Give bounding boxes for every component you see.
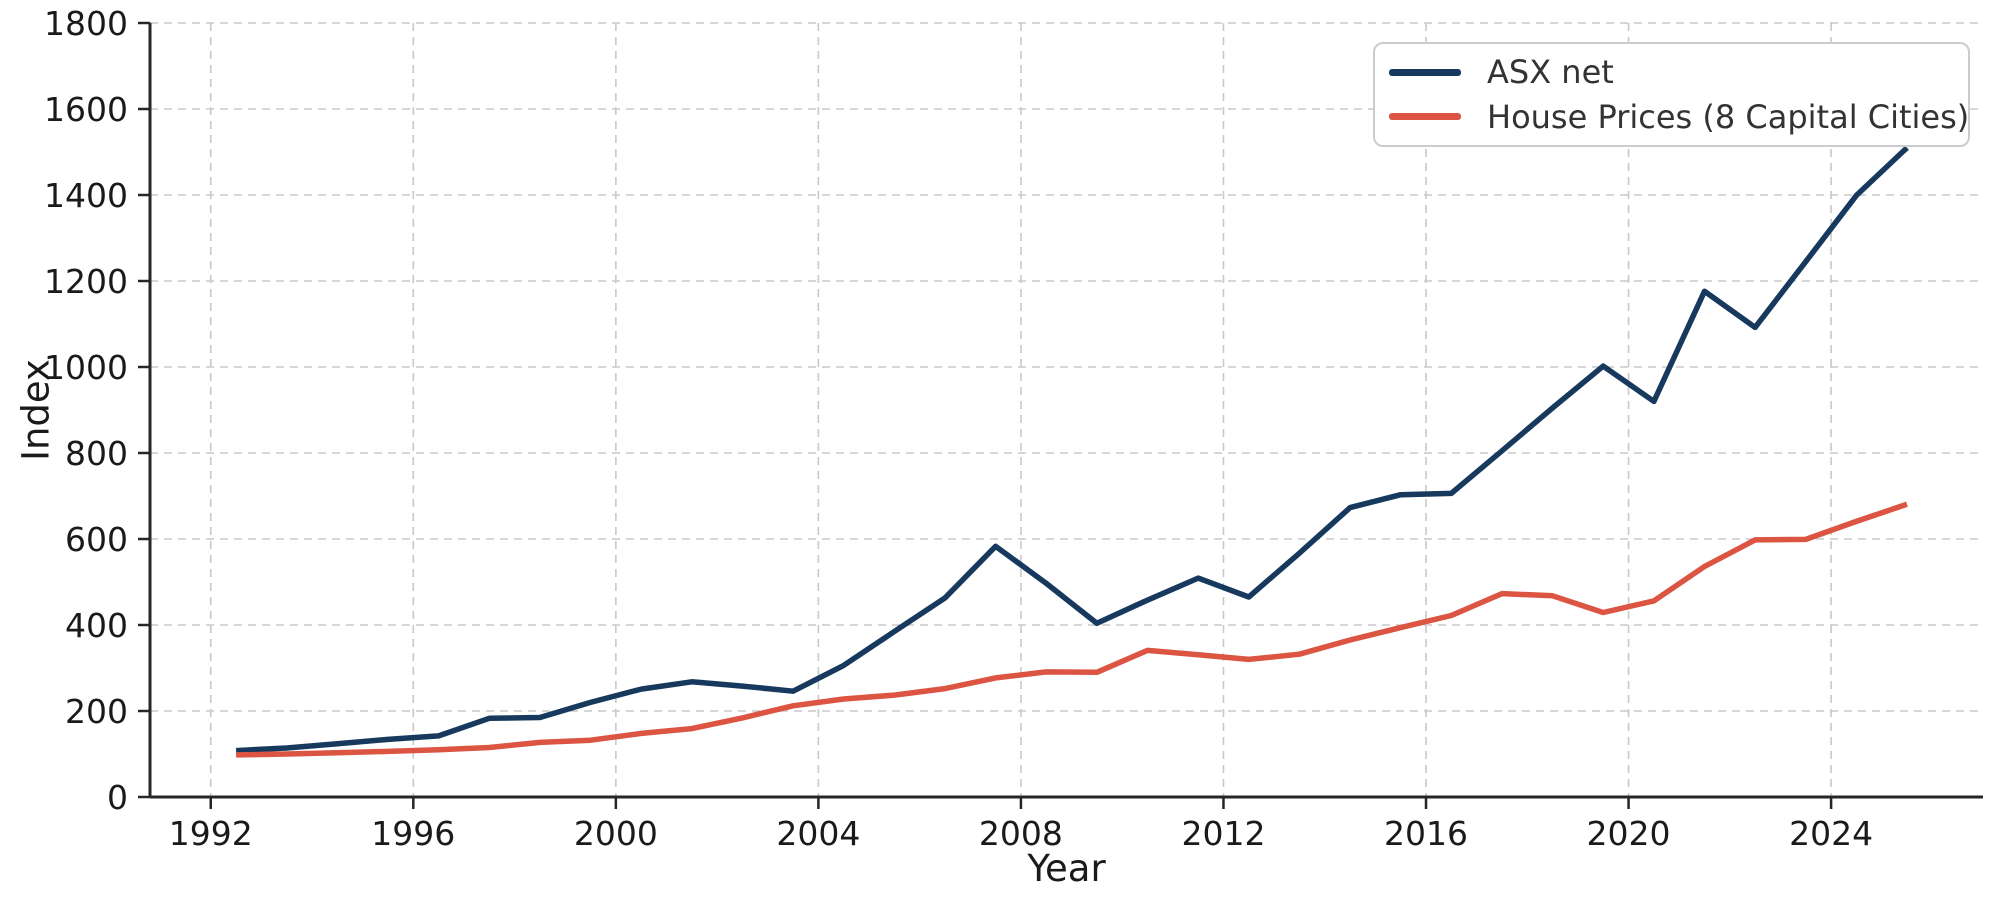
x-tick-label: 2008 bbox=[979, 814, 1063, 853]
legend-item-asx-net: ASX net bbox=[1389, 50, 1968, 94]
y-tick-label: 1200 bbox=[44, 262, 128, 301]
y-axis-title: Index bbox=[14, 359, 58, 461]
legend-label: House Prices (8 Capital Cities) bbox=[1487, 97, 1970, 136]
y-tick-label: 1400 bbox=[44, 176, 128, 215]
x-tick-label: 1996 bbox=[371, 814, 455, 853]
x-tick-label: 2020 bbox=[1587, 814, 1671, 853]
legend-item-house-prices: House Prices (8 Capital Cities) bbox=[1389, 95, 1970, 139]
house-prices-line-swatch bbox=[1389, 113, 1461, 121]
x-tick-label: 2012 bbox=[1181, 814, 1265, 853]
y-tick-label: 1600 bbox=[44, 90, 128, 129]
gridlines bbox=[150, 22, 1983, 798]
y-tick-label: 600 bbox=[65, 520, 128, 559]
x-axis-title: Year bbox=[1027, 847, 1106, 890]
y-tick-label: 800 bbox=[65, 434, 128, 473]
legend: ASX net House Prices (8 Capital Cities) bbox=[1373, 42, 1970, 147]
y-tick-label: 400 bbox=[65, 606, 128, 645]
x-tick-label: 2016 bbox=[1384, 814, 1468, 853]
y-tick-label: 0 bbox=[107, 778, 128, 817]
y-tick-label: 1000 bbox=[44, 348, 128, 387]
x-tick-label: 1992 bbox=[169, 814, 253, 853]
asx-net-line-swatch bbox=[1389, 68, 1461, 76]
y-tick-label: 1800 bbox=[44, 4, 128, 43]
series-line-house-prices-8-capital-cities bbox=[236, 501, 1908, 758]
y-tick-label: 200 bbox=[65, 692, 128, 731]
x-tick-label: 2024 bbox=[1789, 814, 1873, 853]
legend-label: ASX net bbox=[1487, 53, 1614, 92]
x-tick-label: 2000 bbox=[574, 814, 658, 853]
tick-labels: 0 200 400 600 800 1000 1200 1400 1600 1800 1992 199… bbox=[44, 4, 1873, 853]
series-line-asx-net bbox=[235, 145, 1909, 754]
tick-marks bbox=[138, 21, 1833, 809]
x-tick-label: 2004 bbox=[776, 814, 860, 853]
